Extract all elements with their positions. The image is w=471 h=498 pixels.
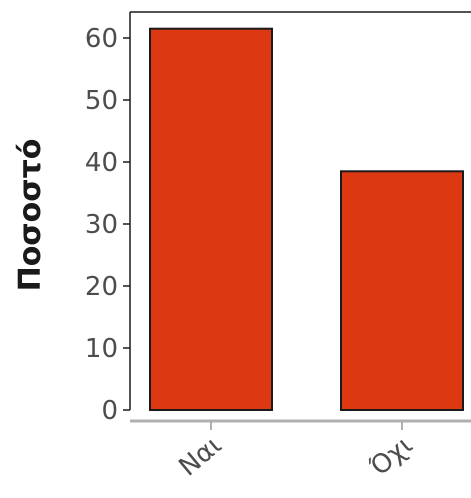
bars <box>149 27 464 411</box>
bar <box>149 27 273 411</box>
y-tick-label: 10 <box>85 334 118 364</box>
x-tick-label: Όχι <box>364 430 418 483</box>
y-tick-label: 20 <box>85 272 118 302</box>
y-tick-label: 60 <box>85 24 118 54</box>
x-tick-label: Ναι <box>173 430 227 482</box>
y-tick-label: 50 <box>85 86 118 116</box>
bar <box>340 170 464 411</box>
y-tick-label: 40 <box>85 148 118 178</box>
x-axis-ticks: Ναι Όχι <box>173 421 418 483</box>
y-tick-label: 30 <box>85 210 118 240</box>
y-axis-ticks: 0 10 20 30 40 50 60 <box>85 24 130 426</box>
y-axis-title: Ποσοστό <box>13 139 48 292</box>
y-tick-label: 0 <box>101 396 118 426</box>
